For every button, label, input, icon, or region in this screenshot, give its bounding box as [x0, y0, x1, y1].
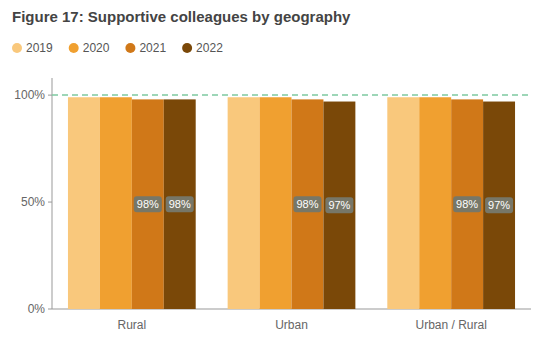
- legend-marker: [182, 43, 192, 53]
- data-label: 97%: [328, 199, 350, 211]
- data-label-bg: [485, 197, 513, 213]
- data-label-bg: [134, 196, 162, 212]
- data-label-bg: [293, 196, 321, 212]
- data-label: 97%: [488, 199, 510, 211]
- bar: [292, 99, 324, 309]
- bar: [260, 97, 292, 309]
- data-label: 98%: [137, 198, 159, 210]
- chart-container: Figure 17: Supportive colleagues by geog…: [0, 0, 545, 343]
- bar-series: [164, 99, 515, 309]
- y-tick: [48, 95, 52, 96]
- data-label: 98%: [296, 198, 318, 210]
- y-tick-label: 0%: [28, 302, 46, 316]
- bar: [164, 99, 196, 309]
- y-tick-label: 100%: [14, 88, 45, 102]
- bar: [228, 97, 260, 309]
- legend: 2019 2020 2021 2022: [12, 41, 223, 55]
- legend-marker: [12, 43, 22, 53]
- bar: [451, 99, 483, 309]
- y-tick: [48, 309, 52, 310]
- y-tick: [48, 202, 52, 203]
- data-label-bg: [325, 197, 353, 213]
- x-tick-label: Urban: [275, 318, 308, 332]
- bar-series: [132, 99, 483, 309]
- data-label-bg: [453, 196, 481, 212]
- bar: [323, 102, 355, 309]
- bar-series: [68, 97, 419, 309]
- x-tick-label: Urban / Rural: [415, 318, 486, 332]
- legend-marker: [69, 43, 79, 53]
- legend-label: 2022: [196, 41, 223, 55]
- y-axis-line: [52, 78, 53, 309]
- x-tick-label: Rural: [117, 318, 146, 332]
- data-labels: 98% 98% 98% 98% 97% 97%: [134, 196, 513, 213]
- legend-label: 2021: [139, 41, 166, 55]
- bar: [419, 97, 451, 309]
- legend-label: 2019: [26, 41, 53, 55]
- legend-label: 2020: [83, 41, 110, 55]
- bar: [132, 99, 164, 309]
- bar-series: [100, 97, 451, 309]
- chart: Figure 17: Supportive colleagues by geog…: [0, 0, 545, 343]
- reference-line: [52, 94, 531, 96]
- data-label-bg: [166, 196, 194, 212]
- bar: [100, 97, 132, 309]
- bar: [387, 97, 419, 309]
- data-label: 98%: [169, 198, 191, 210]
- plot-area: [52, 95, 531, 309]
- y-tick-label: 50%: [21, 195, 45, 209]
- title: Figure 17: Supportive colleagues by geog…: [12, 8, 351, 25]
- data-label: 98%: [456, 198, 478, 210]
- bar: [68, 97, 100, 309]
- legend-marker: [125, 43, 135, 53]
- bar: [483, 102, 515, 309]
